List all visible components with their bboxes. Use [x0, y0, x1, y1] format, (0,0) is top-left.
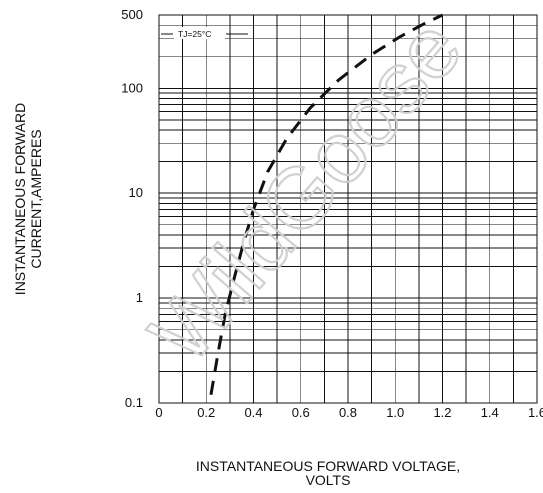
- x-tick-label: 1.4: [481, 405, 499, 420]
- y-tick-label: 0.1: [125, 395, 143, 410]
- x-tick-label: 0: [155, 405, 162, 420]
- y-tick-label: 10: [129, 185, 143, 200]
- temperature-annotation: TJ=25°C: [161, 27, 248, 39]
- annotation-text: TJ=25°C: [178, 29, 211, 39]
- y-axis-label-line: INSTANTANEOUS FORWARD: [12, 103, 28, 295]
- x-tick-label: 0.4: [244, 405, 262, 420]
- axis-labels: INSTANTANEOUS FORWARD CURRENT,AMPERESINST…: [12, 103, 460, 488]
- annotation-background: [174, 27, 225, 39]
- y-axis-label-line: CURRENT,AMPERES: [28, 129, 44, 268]
- plot-frame: [158, 14, 538, 404]
- y-tick-label: 100: [121, 80, 143, 95]
- x-tick-label: 0.2: [197, 405, 215, 420]
- y-tick-label: 1: [136, 290, 143, 305]
- x-tick-label: 1.2: [433, 405, 451, 420]
- tick-labels: 0 0.2 0.4 0.6 0.8 1.0 1.2 1.4 1.6 0.1 1 10 100 500: [121, 7, 543, 420]
- series-layer: [209, 13, 444, 395]
- x-axis-label-line: INSTANTANEOUS FORWARD VOLTAGE,: [196, 458, 460, 474]
- y-axis-label: INSTANTANEOUS FORWARD CURRENT,AMPERES: [12, 103, 44, 295]
- series-line-0: [209, 13, 444, 395]
- x-axis-label-line: VOLTS: [306, 472, 351, 488]
- plot-border: [158, 14, 538, 404]
- x-tick-label: 1.0: [386, 405, 404, 420]
- x-tick-label: 0.6: [292, 405, 310, 420]
- grid: [158, 14, 538, 404]
- x-tick-label: 1.6: [528, 405, 543, 420]
- x-tick-label: 0.8: [339, 405, 357, 420]
- y-tick-label: 500: [121, 7, 143, 22]
